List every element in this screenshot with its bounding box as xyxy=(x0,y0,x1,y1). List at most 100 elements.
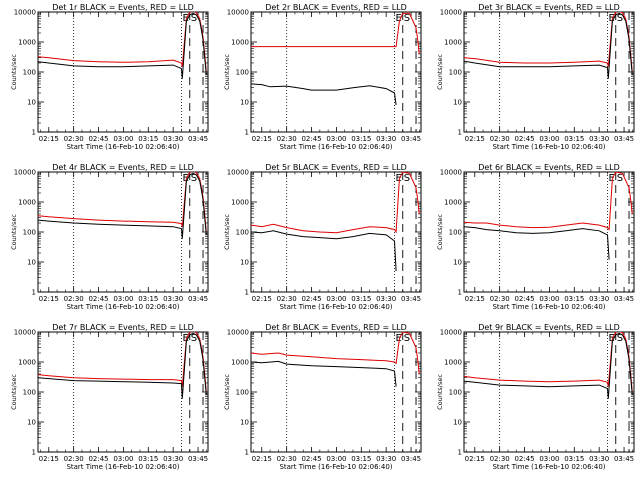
y-tick-label: 10 xyxy=(453,419,462,427)
y-tick-label: 10 xyxy=(240,259,249,267)
events-series-line xyxy=(38,172,207,239)
chart-title: Det 8r BLACK = Events, RED = LLD xyxy=(265,323,407,332)
plot-frame xyxy=(250,11,422,133)
events-series-line xyxy=(251,230,397,272)
x-tick-label: 03:30 xyxy=(163,455,183,463)
y-tick-label: 10 xyxy=(453,259,462,267)
annotation-label: E xyxy=(395,13,401,24)
y-tick-label: 1 xyxy=(245,129,249,137)
x-tick-label: 02:15 xyxy=(252,295,272,303)
y-tick-label: 1 xyxy=(32,289,36,297)
events-series-line xyxy=(38,12,207,79)
x-tick-label: 03:15 xyxy=(138,135,158,143)
lld-series-line xyxy=(38,332,207,393)
events-series-line xyxy=(38,332,207,399)
y-tick-label: 1 xyxy=(245,289,249,297)
chart-title: Det 5r BLACK = Events, RED = LLD xyxy=(265,163,407,172)
y-axis-label: Counts/sec xyxy=(10,214,18,250)
x-tick-label: 03:00 xyxy=(326,135,346,143)
y-tick-label: 10 xyxy=(240,419,249,427)
y-tick-label: 1 xyxy=(245,449,249,457)
x-tick-label: 03:30 xyxy=(589,295,609,303)
y-axis-label: Counts/sec xyxy=(436,374,444,410)
x-tick-label: 03:15 xyxy=(138,455,158,463)
chart-panel-1: Det 1r BLACK = Events, RED = LLD 1 10 100 10… xyxy=(10,3,209,151)
x-tick-label: 03:00 xyxy=(539,295,559,303)
annotation-label: S xyxy=(617,13,623,24)
annotation-label: S xyxy=(191,173,197,184)
x-tick-label: 03:30 xyxy=(589,135,609,143)
x-tick-label: 02:15 xyxy=(252,455,272,463)
x-tick-label: 02:45 xyxy=(301,455,321,463)
x-tick-label: 02:30 xyxy=(64,455,84,463)
x-tick-label: 03:45 xyxy=(614,135,634,143)
x-tick-label: 03:00 xyxy=(113,455,133,463)
y-tick-label: 10000 xyxy=(14,329,36,337)
annotation-label: E xyxy=(395,333,401,344)
x-tick-label: 03:30 xyxy=(376,455,396,463)
events-series-line xyxy=(464,12,633,79)
y-tick-label: 10000 xyxy=(227,169,249,177)
x-tick-label: 03:45 xyxy=(401,295,421,303)
chart-title: Det 2r BLACK = Events, RED = LLD xyxy=(265,3,407,12)
y-tick-label: 10000 xyxy=(227,9,249,17)
y-tick-label: 1000 xyxy=(18,359,36,367)
y-tick-label: 100 xyxy=(236,69,249,77)
y-tick-label: 100 xyxy=(23,69,36,77)
annotation-label: S xyxy=(617,333,623,344)
x-tick-label: 02:45 xyxy=(88,135,108,143)
x-tick-label: 03:45 xyxy=(401,135,421,143)
y-tick-label: 10000 xyxy=(227,329,249,337)
x-tick-label: 03:30 xyxy=(589,455,609,463)
chart-panel-9: Det 9r BLACK = Events, RED = LLD 1 10 100 10… xyxy=(436,323,635,471)
x-tick-label: 03:45 xyxy=(401,455,421,463)
y-tick-label: 1000 xyxy=(231,359,249,367)
chart-panel-6: Det 6r BLACK = Events, RED = LLD 1 10 100 10… xyxy=(436,163,635,311)
y-tick-label: 10000 xyxy=(440,329,462,337)
annotation-label: E xyxy=(608,333,614,344)
chart-panel-3: Det 3r BLACK = Events, RED = LLD 1 10 100 10… xyxy=(436,3,635,151)
lld-series-line xyxy=(464,332,633,393)
y-tick-label: 1 xyxy=(458,289,462,297)
annotation-label: S xyxy=(404,13,410,24)
x-tick-label: 03:45 xyxy=(188,455,208,463)
x-tick-label: 03:00 xyxy=(113,295,133,303)
y-tick-label: 1000 xyxy=(231,199,249,207)
x-tick-label: 02:45 xyxy=(301,295,321,303)
x-tick-label: 03:15 xyxy=(351,295,371,303)
y-axis-label: Counts/sec xyxy=(436,214,444,250)
x-tick-label: 03:45 xyxy=(188,295,208,303)
y-tick-label: 1 xyxy=(32,129,36,137)
x-axis-label: Start Time (16-Feb-10 02:06:40) xyxy=(66,463,179,471)
x-tick-label: 02:30 xyxy=(64,295,84,303)
x-tick-label: 02:30 xyxy=(490,135,510,143)
events-series-line xyxy=(251,360,397,387)
y-tick-label: 100 xyxy=(236,389,249,397)
x-tick-label: 03:00 xyxy=(539,135,559,143)
x-tick-label: 03:30 xyxy=(163,135,183,143)
y-tick-label: 1000 xyxy=(18,199,36,207)
y-tick-label: 10000 xyxy=(14,169,36,177)
x-tick-label: 03:00 xyxy=(326,455,346,463)
annotation-label: E xyxy=(395,173,401,184)
lld-series-line xyxy=(251,332,420,374)
y-tick-label: 10 xyxy=(27,99,36,107)
annotation-label: S xyxy=(404,333,410,344)
chart-title: Det 3r BLACK = Events, RED = LLD xyxy=(478,3,620,12)
x-axis-label: Start Time (16-Feb-10 02:06:40) xyxy=(279,463,392,471)
chart-panel-7: Det 7r BLACK = Events, RED = LLD 1 10 100 10… xyxy=(10,323,209,471)
x-tick-label: 02:45 xyxy=(301,135,321,143)
x-tick-label: 02:15 xyxy=(465,455,485,463)
x-tick-label: 02:45 xyxy=(88,455,108,463)
lld-series-line xyxy=(464,12,633,73)
annotation-label: E xyxy=(182,173,188,184)
x-tick-label: 03:15 xyxy=(564,295,584,303)
annotation-label: S xyxy=(191,13,197,24)
y-axis-label: Counts/sec xyxy=(223,374,231,410)
annotation-label: S xyxy=(191,333,197,344)
annotation-label: S xyxy=(617,173,623,184)
x-axis-label: Start Time (16-Feb-10 02:06:40) xyxy=(492,303,605,311)
x-axis-label: Start Time (16-Feb-10 02:06:40) xyxy=(492,143,605,151)
plot-frame xyxy=(250,331,422,453)
